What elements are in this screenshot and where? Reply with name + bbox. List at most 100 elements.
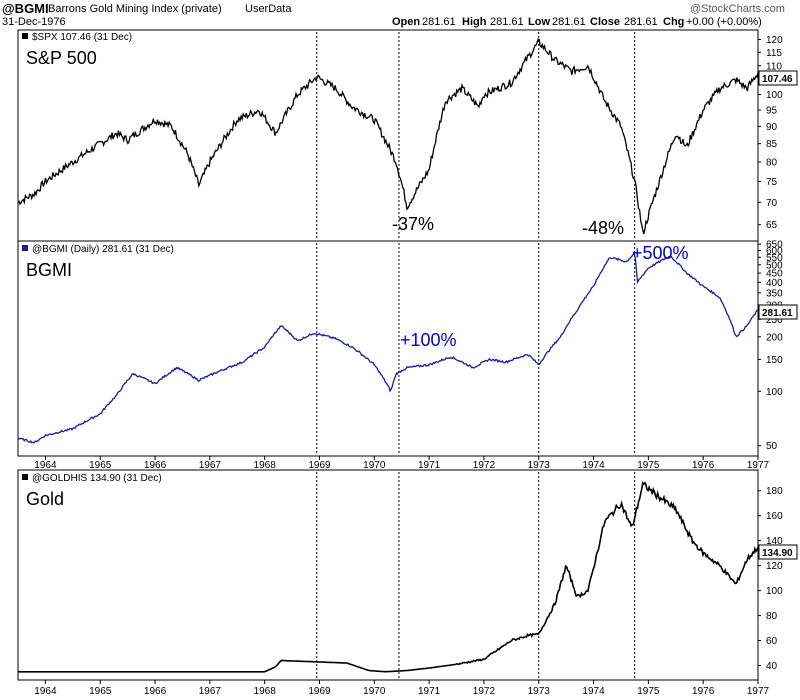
- gold-x-tick-label: 1970: [363, 686, 386, 697]
- gold-y-tick-label: 180: [766, 486, 783, 497]
- spx-y-tick-label: 80: [766, 157, 778, 168]
- annotation-spx-drop-1974: -48%: [582, 218, 624, 238]
- vertical-markers: [316, 32, 636, 678]
- gold-y-tick-label: 120: [766, 561, 783, 572]
- bgmi-x-axis: 1964 1965 1966 1967 1968 1969 1970 1971 1972 1973…: [34, 456, 770, 471]
- gold-y-tick-label: 40: [766, 661, 778, 672]
- bgmi-y-tick-label: 450: [766, 269, 783, 280]
- bgmi-x-tick-label: 1967: [199, 460, 222, 471]
- gold-x-tick-label: 1973: [528, 686, 551, 697]
- close-value: 281.61: [624, 16, 658, 28]
- gold-last-value: 134.90: [762, 548, 793, 559]
- bgmi-series-line: [17, 252, 759, 444]
- bgmi-y-axis: 50100150200250300350400450500550600650: [758, 240, 783, 452]
- index-name: Barrons Gold Mining Index (private): [48, 3, 222, 15]
- gold-x-tick-label: 1976: [692, 686, 715, 697]
- gold-y-tick-label: 160: [766, 511, 783, 522]
- spx-y-tick-label: 85: [766, 139, 778, 150]
- spx-y-tick-label: 100: [766, 90, 783, 101]
- spx-y-tick-label: 90: [766, 122, 778, 133]
- spx-y-tick-label: 115: [766, 48, 782, 59]
- bgmi-x-tick-label: 1970: [363, 460, 386, 471]
- bgmi-y-tick-label: 600: [766, 246, 783, 257]
- spx-last-value: 107.46: [762, 74, 793, 85]
- gold-x-tick-label: 1967: [199, 686, 222, 697]
- close-label: Close: [590, 16, 620, 28]
- gold-x-tick-label: 1965: [89, 686, 112, 697]
- gold-y-tick-label: 140: [766, 536, 783, 547]
- gold-x-tick-label: 1966: [144, 686, 167, 697]
- spx-series-line: [17, 38, 759, 235]
- gold-x-axis: 1964 1965 1966 1967 1968 1969 1970 1971 1972 1973…: [34, 680, 770, 697]
- bgmi-y-tick-label: 150: [766, 355, 783, 366]
- spx-y-tick-label: 110: [766, 61, 782, 72]
- bgmi-last-value: 281.61: [762, 308, 793, 319]
- bgmi-x-tick-label: 1975: [637, 460, 660, 471]
- gold-x-tick-label: 1964: [34, 686, 57, 697]
- bgmi-x-tick-label: 1966: [144, 460, 167, 471]
- spx-panel-frame: [17, 29, 759, 242]
- bgmi-x-tick-label: 1964: [34, 460, 57, 471]
- bgmi-x-tick-label: 1969: [308, 460, 331, 471]
- annotation-bgmi-gain-1970: +100%: [400, 330, 457, 350]
- bgmi-x-tick-label: 1973: [528, 460, 551, 471]
- bgmi-legend: @BGMI (Daily) 281.61 (31 Dec): [32, 244, 174, 255]
- chg-value: +0.00 (+0.00%): [686, 16, 762, 28]
- gold-panel-frame: [17, 469, 759, 681]
- ticker-symbol: @BGMI: [2, 1, 49, 16]
- gold-legend-swatch: [22, 474, 28, 480]
- bgmi-last-value-box: [758, 304, 798, 320]
- bgmi-x-tick-label: 1974: [582, 460, 605, 471]
- spx-legend: $SPX 107.46 (31 Dec): [32, 32, 132, 43]
- bgmi-y-tick-label: 550: [766, 253, 783, 264]
- annotation-bgmi-gain-1974: +500%: [632, 243, 689, 263]
- open-label: Open: [392, 16, 421, 28]
- low-label: Low: [528, 16, 550, 28]
- gold-x-tick-label: 1977: [747, 686, 770, 697]
- bgmi-x-tick-label: 1968: [254, 460, 277, 471]
- gold-panel-label: Gold: [26, 489, 64, 509]
- stockcharts-logo: @StockCharts.com: [690, 3, 785, 15]
- gold-series-line: [18, 481, 759, 673]
- bgmi-y-tick-label: 250: [766, 315, 783, 326]
- bgmi-y-tick-label: 350: [766, 288, 783, 299]
- bgmi-y-tick-label: 200: [766, 332, 783, 343]
- spx-y-tick-label: 65: [766, 220, 778, 231]
- gold-legend: @GOLDHIS 134.90 (31 Dec): [32, 473, 162, 484]
- spx-y-tick-label: 95: [766, 106, 778, 117]
- gold-x-tick-label: 1974: [582, 686, 605, 697]
- bgmi-y-tick-label: 100: [766, 387, 783, 398]
- spx-y-tick-label: 70: [766, 198, 778, 209]
- bgmi-legend-swatch: [22, 245, 28, 251]
- gold-x-tick-label: 1971: [418, 686, 441, 697]
- spx-y-axis: 65707580859095100105110115120: [758, 35, 783, 231]
- high-label: High: [462, 16, 487, 28]
- gold-x-tick-label: 1975: [637, 686, 660, 697]
- quote-bar: 31-Dec-1976 Open 281.61 High 281.61 Low …: [0, 16, 800, 30]
- bgmi-x-tick-label: 1976: [692, 460, 715, 471]
- spx-last-value-box: [758, 70, 798, 86]
- gold-y-tick-label: 80: [766, 611, 778, 622]
- gold-x-tick-label: 1972: [473, 686, 496, 697]
- gold-last-value-box: [758, 544, 798, 560]
- bgmi-x-tick-label: 1965: [89, 460, 112, 471]
- spx-y-tick-label: 120: [766, 35, 783, 46]
- bgmi-y-tick-label: 500: [766, 260, 783, 271]
- gold-x-tick-label: 1969: [308, 686, 331, 697]
- bgmi-x-tick-label: 1972: [473, 460, 496, 471]
- open-value: 281.61: [422, 16, 456, 28]
- low-value: 281.61: [552, 16, 586, 28]
- bgmi-x-tick-label: 1971: [418, 460, 441, 471]
- bgmi-x-tick-label: 1977: [747, 460, 770, 471]
- gold-y-axis: 40 60 80 100 120 140 160 180: [758, 486, 783, 672]
- gold-y-tick-label: 100: [766, 586, 783, 597]
- annotation-spx-drop-1970: -37%: [392, 214, 434, 234]
- bgmi-y-tick-label: 650: [766, 240, 783, 251]
- spx-panel-label: S&P 500: [26, 48, 97, 68]
- gold-y-tick-label: 60: [766, 636, 778, 647]
- data-source: UserData: [245, 3, 292, 15]
- gold-x-tick-label: 1968: [254, 686, 277, 697]
- chg-label: Chg: [663, 16, 685, 28]
- high-value: 281.61: [490, 16, 524, 28]
